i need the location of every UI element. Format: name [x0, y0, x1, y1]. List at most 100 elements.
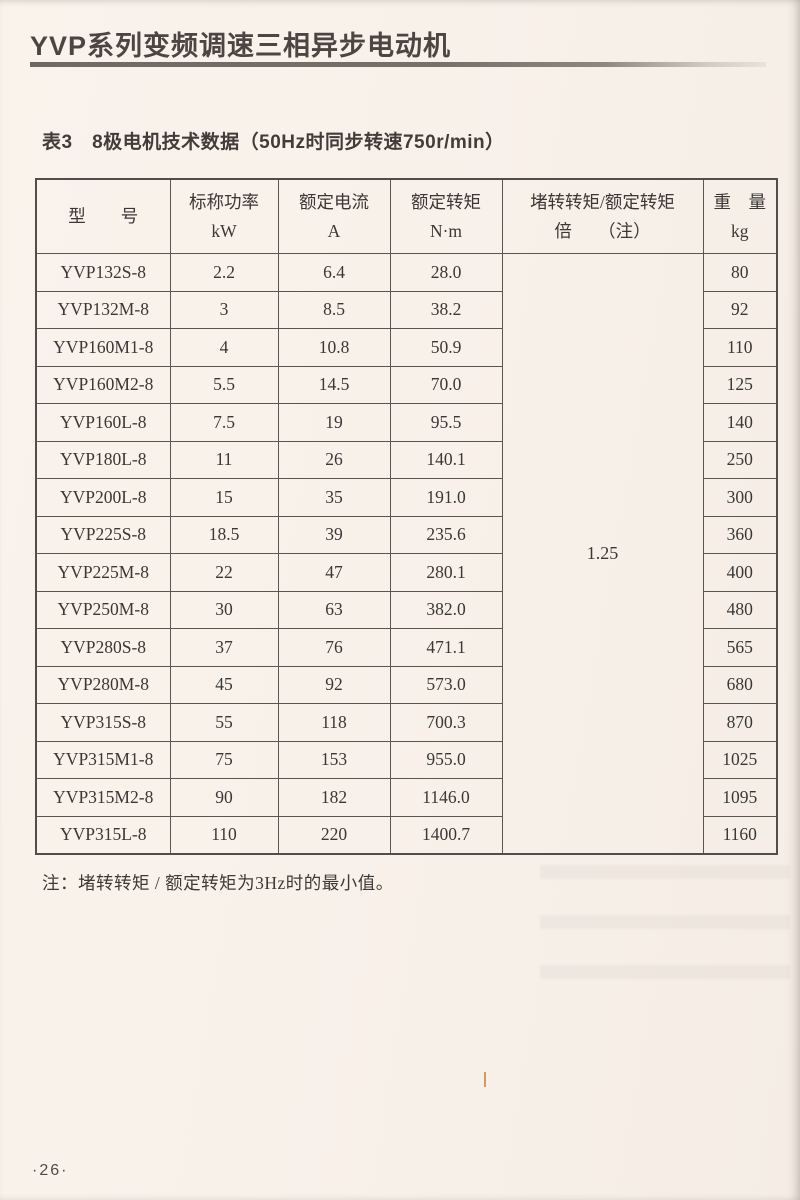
cell-power: 30: [169, 590, 279, 629]
header-ratio-unit: 倍 （注）: [554, 220, 651, 241]
cell-weight: 300: [702, 478, 778, 517]
cell-current: 76: [277, 628, 391, 667]
header-weight-label: 重 量: [713, 191, 767, 212]
cell-torque: 280.1: [389, 553, 503, 592]
cell-weight: 400: [702, 553, 778, 592]
cell-power: 110: [169, 815, 279, 854]
cell-weight: 1160: [702, 815, 778, 854]
cell-torque: 191.0: [389, 478, 503, 517]
table-row: YVP160M2-8 5.5 14.5 70.0 125: [35, 365, 778, 404]
table-row: YVP160M1-8 4 10.8 50.9 110: [35, 328, 778, 367]
table-row: YVP280S-8 37 76 471.1 565: [35, 628, 778, 667]
table-row: YVP132M-8 3 8.5 38.2 92: [35, 290, 778, 329]
cell-model: YVP160M1-8: [35, 328, 171, 367]
cell-power: 18.5: [169, 515, 279, 554]
cell-power: 5.5: [169, 365, 279, 404]
cell-power: 90: [169, 778, 279, 817]
cell-torque: 382.0: [389, 590, 503, 629]
cell-power: 7.5: [169, 403, 279, 442]
table-row: YVP180L-8 11 26 140.1 250: [35, 440, 778, 479]
cell-model: YVP315L-8: [35, 815, 171, 854]
header-model: 型 号: [35, 178, 171, 254]
cell-weight: 1095: [702, 778, 778, 817]
cell-weight: 250: [702, 440, 778, 479]
cell-model: YVP315M1-8: [35, 740, 171, 779]
table-row: YVP250M-8 30 63 382.0 480: [35, 590, 778, 629]
cell-weight: 480: [702, 590, 778, 629]
cell-torque: 50.9: [389, 328, 503, 367]
cell-weight: 1025: [702, 740, 778, 779]
motor-data-table: 型 号 标称功率 kW 额定电流 A 额定转矩 N·m 堵转转矩/额定转矩倍 （注） …: [35, 178, 778, 855]
cell-torque: 700.3: [389, 703, 503, 742]
cell-weight: 680: [702, 665, 778, 704]
cell-current: 10.8: [277, 328, 391, 367]
cell-power: 45: [169, 665, 279, 704]
table-row: YVP160L-8 7.5 19 95.5 140: [35, 403, 778, 442]
cell-model: YVP225S-8: [35, 515, 171, 554]
scan-tick-artifact: [484, 1072, 486, 1087]
cell-power: 4: [169, 328, 279, 367]
cell-weight: 140: [702, 403, 778, 442]
cell-current: 47: [277, 553, 391, 592]
cell-current: 26: [277, 440, 391, 479]
cell-current: 220: [277, 815, 391, 854]
table-row: YVP315M2-8 90 182 1146.0 1095: [35, 778, 778, 817]
cell-torque: 471.1: [389, 628, 503, 667]
page-bleed-artifact: [540, 865, 790, 1015]
header-ratio-label: 堵转转矩/额定转矩: [530, 191, 675, 212]
page-number: ·26·: [32, 1162, 69, 1179]
cell-model: YVP315S-8: [35, 703, 171, 742]
title-rule: [30, 62, 766, 67]
cell-torque: 955.0: [389, 740, 503, 779]
table-row: YVP200L-8 15 35 191.0 300: [35, 478, 778, 517]
table-row: YVP315S-8 55 118 700.3 870: [35, 703, 778, 742]
cell-model: YVP200L-8: [35, 478, 171, 517]
cell-current: 39: [277, 515, 391, 554]
cell-model: YVP180L-8: [35, 440, 171, 479]
cell-model: YVP132M-8: [35, 290, 171, 329]
cell-torque: 1146.0: [389, 778, 503, 817]
table-caption: 表3 8极电机技术数据（50Hz时同步转速750r/min）: [42, 132, 505, 153]
header-power-unit: kW: [211, 220, 237, 241]
header-power-label: 标称功率: [189, 191, 259, 212]
header-ratio: 堵转转矩/额定转矩倍 （注）: [501, 178, 704, 254]
cell-power: 15: [169, 478, 279, 517]
cell-model: YVP315M2-8: [35, 778, 171, 817]
cell-model: YVP280S-8: [35, 628, 171, 667]
header-current-unit: A: [327, 220, 341, 241]
header-weight-unit: kg: [731, 220, 749, 241]
cell-torque: 573.0: [389, 665, 503, 704]
cell-model: YVP225M-8: [35, 553, 171, 592]
cell-weight: 92: [702, 290, 778, 329]
cell-weight: 360: [702, 515, 778, 554]
header-current-label: 额定电流: [299, 191, 369, 212]
cell-torque: 235.6: [389, 515, 503, 554]
cell-torque: 1400.7: [389, 815, 503, 854]
cell-current: 153: [277, 740, 391, 779]
cell-power: 2.2: [169, 253, 279, 292]
cell-model: YVP160M2-8: [35, 365, 171, 404]
cell-current: 92: [277, 665, 391, 704]
header-model-label: 型 号: [68, 206, 139, 227]
cell-weight: 565: [702, 628, 778, 667]
header-torque: 额定转矩 N·m: [389, 178, 503, 254]
cell-torque: 140.1: [389, 440, 503, 479]
cell-model: YVP250M-8: [35, 590, 171, 629]
cell-current: 14.5: [277, 365, 391, 404]
cell-weight: 870: [702, 703, 778, 742]
header-weight: 重 量 kg: [702, 178, 778, 254]
cell-weight: 125: [702, 365, 778, 404]
header-power: 标称功率 kW: [169, 178, 279, 254]
cell-model: YVP280M-8: [35, 665, 171, 704]
cell-torque: 70.0: [389, 365, 503, 404]
cell-power: 3: [169, 290, 279, 329]
table-header-row: 型 号 标称功率 kW 额定电流 A 额定转矩 N·m 堵转转矩/额定转矩倍 （注） …: [35, 178, 778, 254]
cell-power: 75: [169, 740, 279, 779]
cell-power: 11: [169, 440, 279, 479]
cell-ratio-merged: 1.25: [501, 253, 704, 854]
cell-current: 6.4: [277, 253, 391, 292]
cell-model: YVP160L-8: [35, 403, 171, 442]
cell-power: 37: [169, 628, 279, 667]
cell-current: 35: [277, 478, 391, 517]
